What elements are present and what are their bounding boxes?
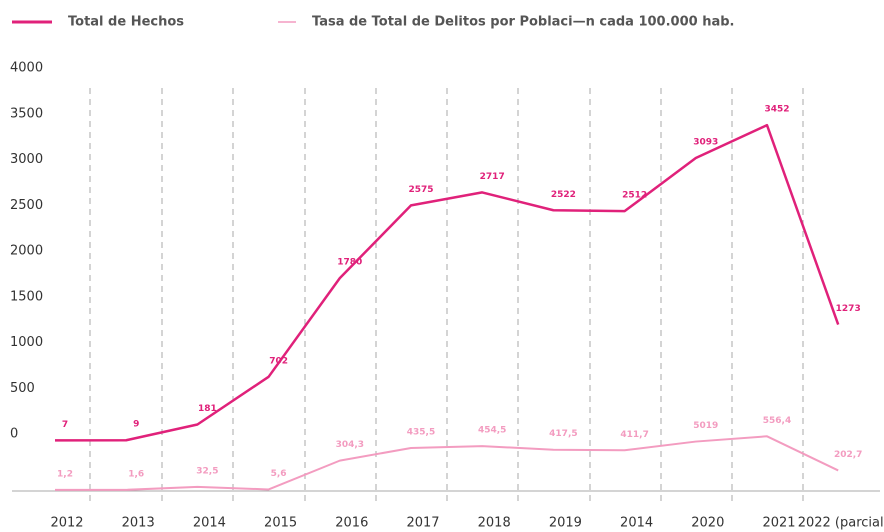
x-tick-label: 2013 — [122, 516, 155, 531]
data-label: 202,7 — [834, 450, 862, 460]
x-tick-label: 2021 — [762, 516, 795, 531]
y-tick-label: 4000 — [10, 61, 43, 76]
data-label: 5019 — [693, 421, 718, 431]
y-tick-label: 0 — [10, 427, 18, 442]
x-tick-label: 2016 — [335, 516, 368, 531]
data-label: 454,5 — [478, 426, 506, 436]
data-label: 3093 — [693, 138, 718, 148]
data-label: 1,2 — [57, 469, 73, 479]
y-tick-label: 500 — [10, 381, 35, 396]
x-tick-label: 2020 — [691, 516, 724, 531]
series-line — [54, 123, 840, 442]
separators — [89, 88, 804, 505]
x-tick-label: 2014 — [193, 516, 226, 531]
y-tick-label: 2500 — [10, 198, 43, 213]
y-tick-label: 1000 — [10, 335, 43, 350]
data-label: 5,6 — [271, 469, 287, 479]
y-tick-label: 3000 — [10, 152, 43, 167]
data-label: 1273 — [836, 304, 861, 314]
x-tick-label: 2022 (parcial) — [798, 516, 884, 531]
data-label: 1780 — [337, 258, 362, 268]
data-label: 417,5 — [549, 429, 577, 439]
data-label: 2575 — [408, 185, 433, 195]
data-label: 702 — [269, 356, 288, 366]
data-label: 435,5 — [407, 427, 435, 437]
data-label: 2512 — [622, 191, 647, 201]
x-tick-label: 2015 — [264, 516, 297, 531]
y-tick-label: 1500 — [10, 289, 43, 304]
x-tick-label: 2019 — [549, 516, 582, 531]
x-tick-label: 2012 — [50, 516, 83, 531]
data-label: 411,7 — [620, 430, 648, 440]
x-tick-label: 2017 — [406, 516, 439, 531]
x-tick-label: 2018 — [478, 516, 511, 531]
data-label: 7 — [62, 420, 68, 430]
data-label: 3452 — [764, 105, 789, 115]
data-label: 9 — [133, 420, 139, 430]
y-tick-label: 2000 — [10, 244, 43, 259]
data-label: 32,5 — [196, 466, 218, 476]
y-tick-label: 3500 — [10, 106, 43, 121]
data-label: 2522 — [551, 190, 576, 200]
data-label: 556,4 — [763, 416, 791, 426]
series-line — [54, 435, 839, 491]
legend-label: Total de Hechos — [68, 15, 184, 30]
data-label: 1,6 — [128, 469, 144, 479]
x-tick-label: 2014 — [620, 516, 653, 531]
legend-label: Tasa de Total de Delitos por Poblaci—n c… — [312, 15, 734, 30]
data-label: 181 — [198, 404, 217, 414]
data-label: 2717 — [480, 172, 505, 182]
data-label: 304,3 — [336, 440, 364, 450]
